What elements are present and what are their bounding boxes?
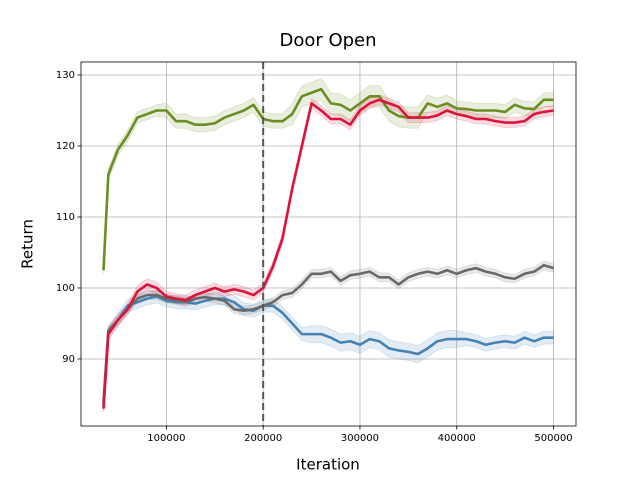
y-tick-label: 90 bbox=[62, 354, 75, 365]
series-line bbox=[102, 87, 554, 271]
chart-title: Door Open bbox=[279, 30, 376, 51]
x-tick-label: 300000 bbox=[341, 433, 379, 444]
plot-frame bbox=[80, 61, 577, 427]
error-band bbox=[103, 289, 554, 411]
x-axis-label: Iteration bbox=[296, 456, 360, 474]
y-tick-label: 120 bbox=[56, 141, 75, 152]
x-tick-label: 200000 bbox=[244, 433, 282, 444]
error-band bbox=[103, 78, 554, 274]
series-line bbox=[102, 295, 554, 406]
x-tick-label: 400000 bbox=[438, 433, 476, 444]
y-axis-label: Return bbox=[19, 219, 37, 269]
y-tick-label: 130 bbox=[56, 70, 75, 81]
y-tick-label: 100 bbox=[56, 283, 75, 294]
x-tick-label: 500000 bbox=[534, 433, 572, 444]
error-band bbox=[103, 260, 554, 406]
error-band bbox=[103, 94, 554, 413]
x-tick-label: 100000 bbox=[147, 433, 185, 444]
y-tick-label: 110 bbox=[56, 212, 75, 223]
series-line bbox=[102, 263, 554, 402]
series-line bbox=[102, 98, 554, 409]
